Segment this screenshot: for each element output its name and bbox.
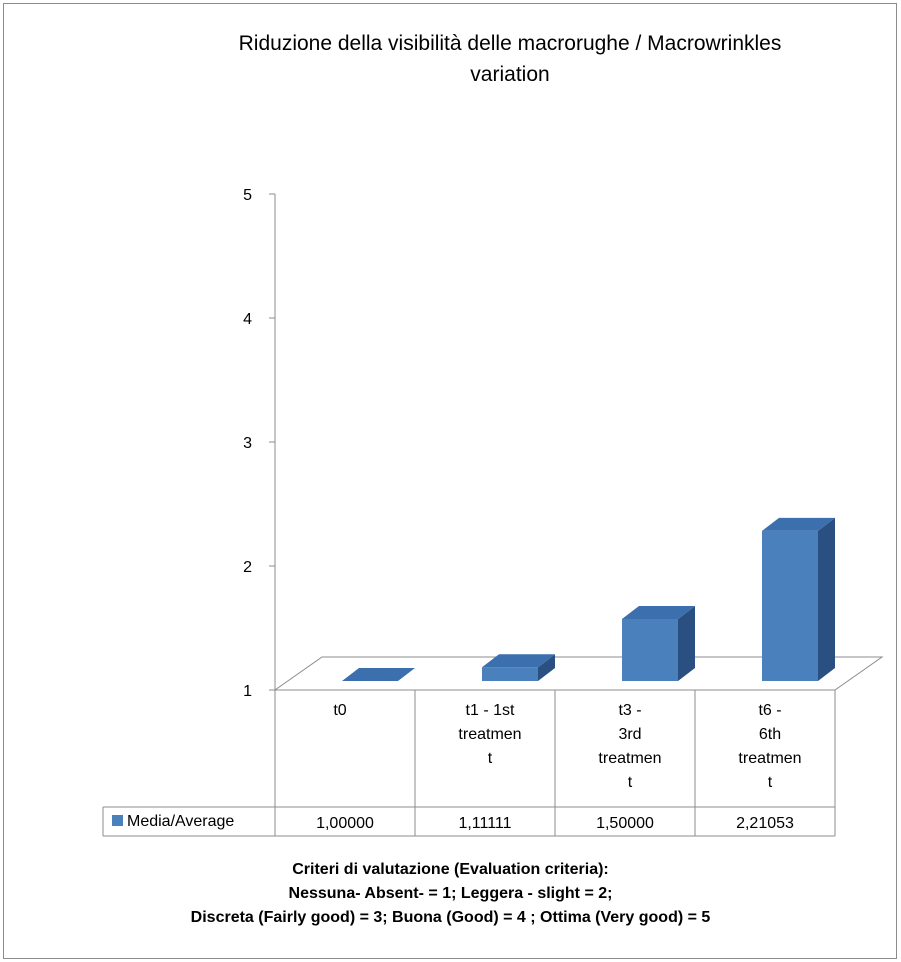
bar-side	[818, 517, 835, 681]
x-category-label: t3 -	[618, 702, 641, 719]
criteria-line-2: Discreta (Fairly good) = 3; Buona (Good)…	[190, 909, 711, 926]
bar-front	[622, 619, 678, 681]
y-tick-label: 1	[243, 683, 252, 700]
y-tick-label: 5	[243, 187, 252, 204]
chart-frame	[3, 3, 897, 959]
criteria-line-1: Nessuna- Absent- = 1; Leggera - slight =…	[288, 885, 613, 902]
chart-floor	[273, 656, 884, 691]
bar-top	[762, 517, 835, 531]
chart-title: Riduzione della visibilità delle macroru…	[150, 28, 870, 90]
y-tick-label: 4	[243, 311, 252, 328]
criteria-heading: Criteri di valutazione (Evaluation crite…	[292, 861, 609, 878]
x-category-label: 6th	[759, 726, 781, 743]
data-value-label: 1,11111	[458, 815, 511, 832]
y-tick-label: 2	[243, 559, 252, 576]
x-category-label: t	[768, 774, 773, 791]
bar-front	[482, 667, 538, 681]
bar-top	[342, 668, 415, 681]
bar-side	[678, 606, 695, 681]
data-value-label: 1,50000	[596, 815, 654, 832]
data-value-label: 2,21053	[736, 815, 794, 832]
y-tick-label: 3	[243, 435, 252, 452]
legend-key	[112, 815, 123, 826]
bar-top	[482, 654, 555, 668]
x-category-label: t	[628, 774, 633, 791]
evaluation-criteria: Criteri di valutazione (Evaluation crite…	[0, 858, 901, 930]
x-category-label: t6 -	[758, 702, 781, 719]
x-category-label: t1 - 1st	[466, 702, 515, 719]
legend-label: Media/Average	[127, 813, 234, 830]
x-category-label: 3rd	[618, 726, 641, 743]
x-category-label: t	[488, 750, 493, 767]
chart-title-line-1: Riduzione della visibilità delle macroru…	[238, 32, 782, 55]
x-category-label: treatmen	[738, 750, 801, 767]
x-category-label: treatmen	[458, 726, 521, 743]
x-category-label: treatmen	[598, 750, 661, 767]
chart-title-line-2: variation	[470, 63, 550, 86]
bar-top	[622, 606, 695, 619]
bar-side	[538, 654, 555, 681]
bar-front	[762, 530, 818, 681]
x-category-label: t0	[333, 702, 346, 719]
data-value-label: 1,00000	[316, 815, 374, 832]
